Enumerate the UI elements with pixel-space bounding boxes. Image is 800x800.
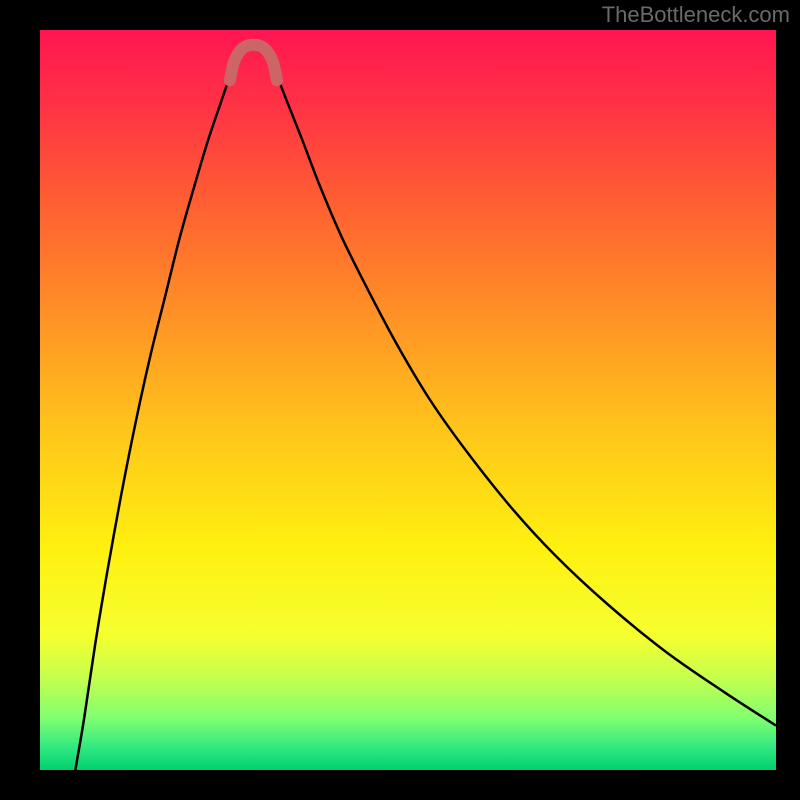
watermark-text: TheBottleneck.com bbox=[602, 2, 790, 28]
chart-container: TheBottleneck.com bbox=[0, 0, 800, 800]
bottleneck-chart bbox=[40, 30, 776, 770]
gradient-background bbox=[40, 30, 776, 770]
